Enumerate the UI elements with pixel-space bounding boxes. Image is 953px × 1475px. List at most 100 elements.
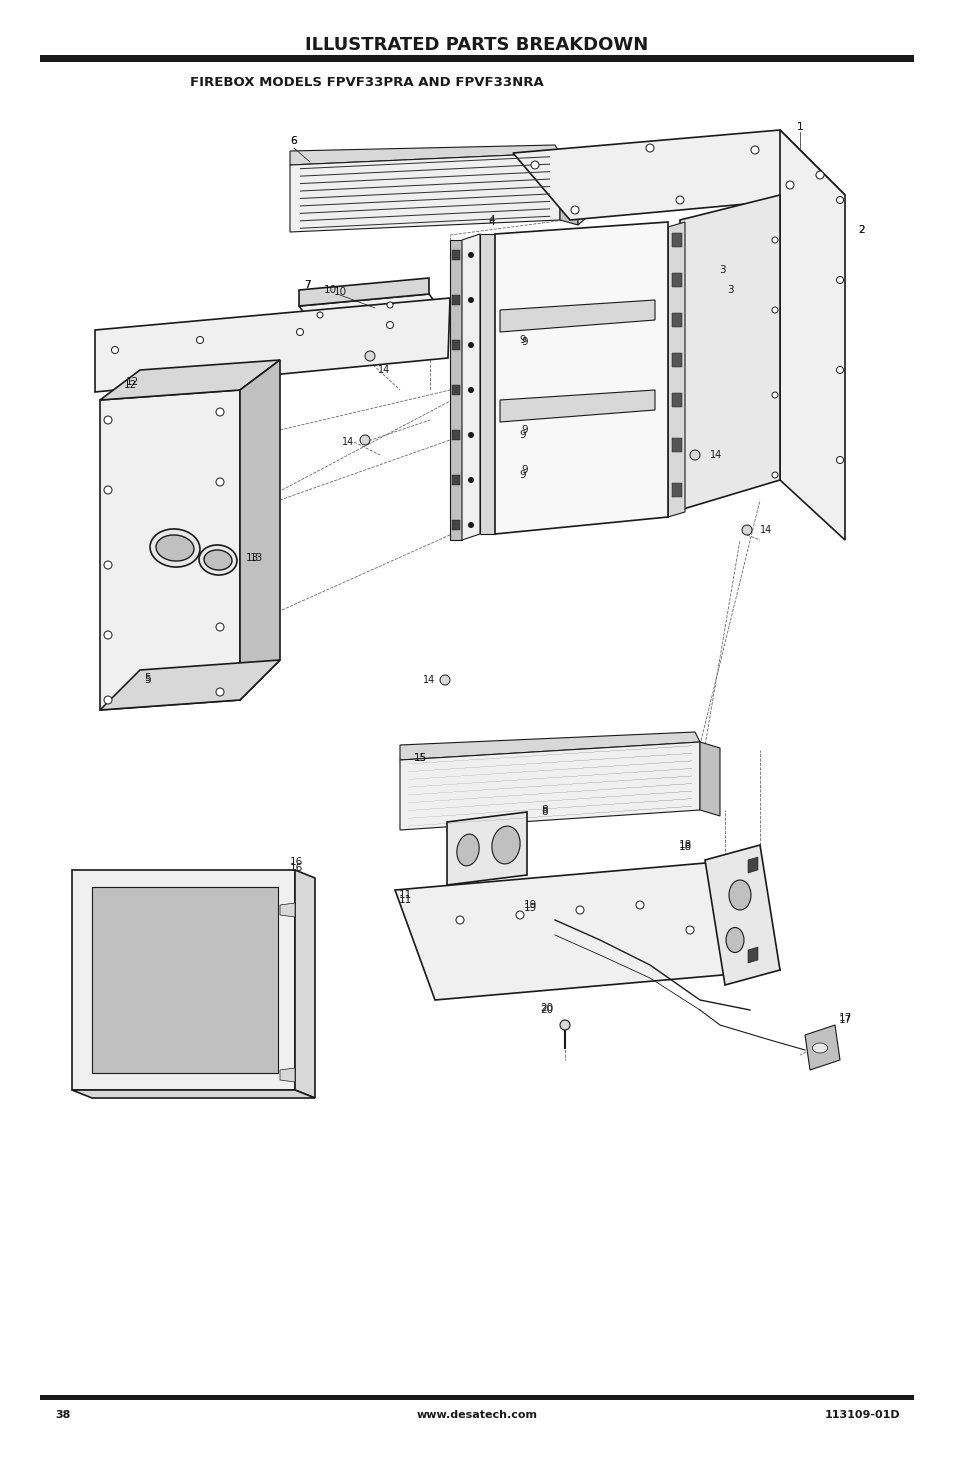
Circle shape — [815, 171, 823, 178]
Polygon shape — [408, 791, 691, 811]
Polygon shape — [408, 776, 691, 795]
Text: 1: 1 — [796, 122, 802, 131]
Text: 6: 6 — [291, 136, 297, 146]
Circle shape — [468, 342, 473, 348]
Polygon shape — [299, 156, 550, 170]
Circle shape — [439, 676, 450, 684]
Circle shape — [836, 196, 842, 204]
Polygon shape — [671, 233, 681, 246]
Text: 5: 5 — [145, 676, 152, 684]
Polygon shape — [461, 235, 479, 540]
Text: 15: 15 — [413, 754, 426, 763]
Circle shape — [468, 522, 473, 528]
Circle shape — [468, 478, 473, 482]
Text: 1: 1 — [796, 122, 802, 131]
Text: 19: 19 — [523, 900, 536, 910]
Text: 3: 3 — [718, 266, 724, 274]
Polygon shape — [294, 870, 314, 1097]
Text: 20: 20 — [539, 1004, 553, 1015]
Ellipse shape — [728, 881, 750, 910]
Text: 7: 7 — [303, 280, 310, 291]
Text: 113109-01D: 113109-01D — [823, 1410, 899, 1420]
Polygon shape — [513, 130, 844, 220]
Ellipse shape — [456, 835, 478, 866]
Polygon shape — [395, 860, 780, 1000]
Circle shape — [516, 912, 523, 919]
Text: 16: 16 — [289, 863, 302, 873]
Circle shape — [741, 525, 751, 535]
Circle shape — [468, 388, 473, 392]
Text: 5: 5 — [145, 673, 152, 683]
Text: 9: 9 — [519, 471, 526, 479]
Ellipse shape — [492, 826, 519, 864]
Text: 19: 19 — [523, 903, 536, 913]
Text: 4: 4 — [488, 217, 495, 227]
Circle shape — [215, 409, 224, 416]
Text: 4: 4 — [488, 215, 495, 226]
Text: 11: 11 — [398, 895, 411, 906]
Polygon shape — [408, 807, 691, 826]
Circle shape — [104, 416, 112, 423]
Text: 12: 12 — [123, 381, 136, 389]
Circle shape — [676, 196, 683, 204]
Text: 8: 8 — [541, 805, 548, 816]
Circle shape — [316, 313, 323, 319]
Text: 3: 3 — [726, 285, 733, 295]
Polygon shape — [290, 145, 559, 165]
Polygon shape — [559, 153, 578, 226]
Circle shape — [468, 252, 473, 258]
Polygon shape — [280, 903, 294, 917]
Text: 14: 14 — [377, 364, 390, 375]
Circle shape — [468, 298, 473, 302]
Polygon shape — [298, 277, 429, 305]
Polygon shape — [299, 215, 550, 229]
Circle shape — [689, 450, 700, 460]
Polygon shape — [95, 298, 450, 392]
Text: 6: 6 — [291, 136, 297, 146]
Polygon shape — [679, 195, 780, 510]
Text: 13: 13 — [245, 553, 258, 563]
Text: 16: 16 — [289, 857, 302, 867]
Polygon shape — [408, 798, 691, 819]
Circle shape — [645, 145, 654, 152]
Circle shape — [456, 916, 463, 923]
Polygon shape — [747, 947, 758, 963]
Polygon shape — [290, 153, 559, 232]
Polygon shape — [408, 783, 691, 802]
Polygon shape — [671, 392, 681, 407]
Polygon shape — [452, 475, 459, 485]
Polygon shape — [399, 742, 700, 830]
Text: 2: 2 — [858, 226, 864, 235]
Text: 13: 13 — [249, 553, 262, 563]
Text: FIREBOX MODELS FPVF33PRA AND FPVF33NRA: FIREBOX MODELS FPVF33PRA AND FPVF33NRA — [190, 75, 543, 88]
Text: 14: 14 — [422, 676, 435, 684]
Circle shape — [771, 307, 778, 313]
Circle shape — [359, 435, 370, 445]
Ellipse shape — [199, 544, 236, 575]
Ellipse shape — [156, 535, 193, 560]
Polygon shape — [700, 742, 720, 816]
Text: 2: 2 — [858, 226, 864, 235]
Polygon shape — [299, 201, 550, 214]
Text: 38: 38 — [55, 1410, 71, 1420]
Text: 20: 20 — [539, 1003, 553, 1013]
Polygon shape — [747, 857, 758, 873]
Circle shape — [215, 478, 224, 485]
Circle shape — [386, 322, 393, 329]
Polygon shape — [299, 164, 550, 177]
Circle shape — [836, 276, 842, 283]
Polygon shape — [780, 130, 844, 540]
Polygon shape — [452, 385, 459, 395]
Circle shape — [771, 472, 778, 478]
Circle shape — [836, 366, 842, 373]
Polygon shape — [452, 521, 459, 530]
Circle shape — [104, 485, 112, 494]
Circle shape — [215, 553, 224, 560]
Text: 11: 11 — [398, 889, 411, 900]
Polygon shape — [299, 171, 550, 184]
Circle shape — [836, 456, 842, 463]
Polygon shape — [452, 431, 459, 440]
Polygon shape — [100, 389, 240, 709]
Circle shape — [685, 926, 693, 934]
Text: 9: 9 — [519, 431, 526, 440]
